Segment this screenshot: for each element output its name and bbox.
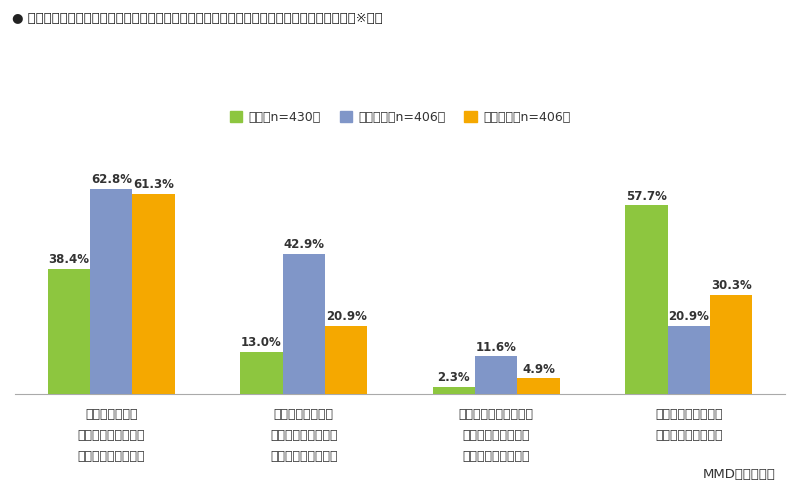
Bar	[240, 352, 282, 394]
Bar	[626, 206, 667, 394]
Bar	[133, 194, 174, 394]
Text: 2.3%: 2.3%	[438, 371, 470, 384]
Text: 20.9%: 20.9%	[668, 310, 709, 323]
Bar	[48, 269, 90, 394]
Text: MMD研究所調べ: MMD研究所調べ	[703, 468, 776, 481]
Bar	[518, 378, 560, 394]
Bar	[325, 326, 367, 394]
Text: 57.7%: 57.7%	[626, 190, 667, 203]
Legend: 日本（n=430）, アメリカ（n=406）, フランス（n=406）: 日本（n=430）, アメリカ（n=406）, フランス（n=406）	[225, 106, 575, 129]
Text: 61.3%: 61.3%	[133, 178, 174, 191]
Bar	[667, 326, 710, 394]
Text: 11.6%: 11.6%	[476, 341, 517, 353]
Text: 4.9%: 4.9%	[522, 363, 555, 376]
Text: 62.8%: 62.8%	[90, 173, 132, 186]
Text: ● マクドナルドやスターバックスなどが提供しているモバイルオーダーの利用経験（複数）　※国別: ● マクドナルドやスターバックスなどが提供しているモバイルオーダーの利用経験（複…	[12, 12, 382, 25]
Bar	[475, 356, 518, 394]
Bar	[282, 254, 325, 394]
Text: 13.0%: 13.0%	[241, 336, 282, 349]
Text: 30.3%: 30.3%	[710, 280, 751, 292]
Text: 20.9%: 20.9%	[326, 310, 366, 323]
Bar	[433, 387, 475, 394]
Bar	[710, 295, 752, 394]
Text: 38.4%: 38.4%	[49, 253, 90, 266]
Text: 42.9%: 42.9%	[283, 238, 324, 251]
Bar	[90, 189, 133, 394]
